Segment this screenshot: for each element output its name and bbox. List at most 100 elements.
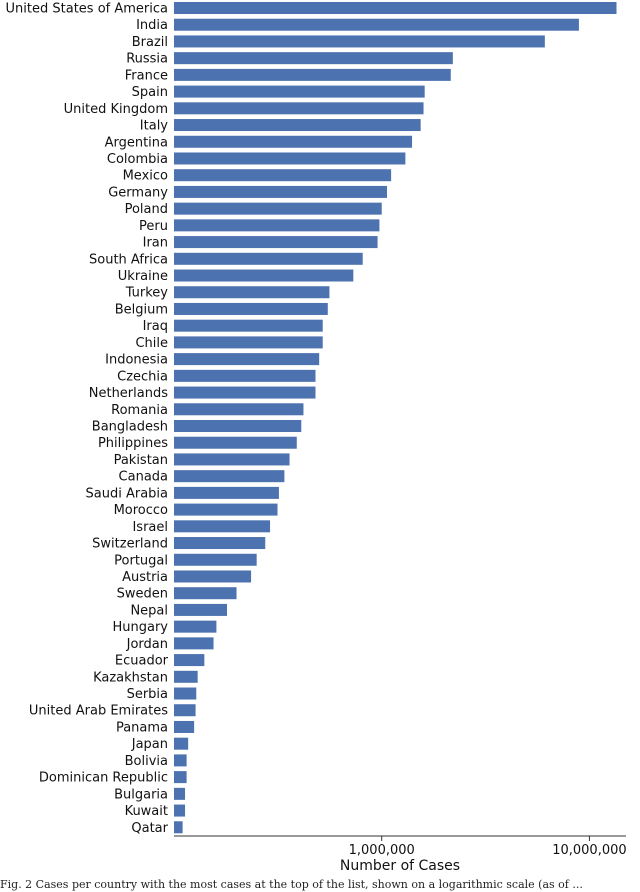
- bar-serbia: [174, 687, 197, 700]
- category-label: Bulgaria: [114, 787, 168, 802]
- x-ticks: 1,000,000 10,000,000: [349, 836, 627, 858]
- bar-brazil: [174, 35, 545, 48]
- bar-peru: [174, 219, 380, 232]
- bar-saudi-arabia: [174, 486, 279, 499]
- category-label: Japan: [131, 737, 168, 752]
- bar-ukraine: [174, 269, 354, 282]
- bar-kazakhstan: [174, 670, 198, 683]
- bar-iraq: [174, 319, 323, 332]
- category-label: Brazil: [132, 35, 168, 50]
- bar-turkey: [174, 286, 330, 299]
- bar-sweden: [174, 587, 237, 600]
- category-label: Kazakhstan: [93, 670, 168, 685]
- bar-israel: [174, 520, 271, 533]
- category-label: Qatar: [131, 821, 168, 836]
- bar-czechia: [174, 369, 316, 382]
- bar-morocco: [174, 503, 278, 516]
- category-label: Iraq: [143, 319, 168, 334]
- bar-japan: [174, 737, 189, 750]
- category-label: Ukraine: [118, 269, 168, 284]
- category-label: Panama: [116, 720, 168, 735]
- category-label: India: [136, 18, 168, 33]
- category-label: Italy: [140, 119, 169, 134]
- category-label: United Arab Emirates: [29, 704, 168, 719]
- bar-kuwait: [174, 804, 186, 817]
- bar-bulgaria: [174, 787, 186, 800]
- category-label: Germany: [108, 185, 168, 200]
- figure-caption: Fig. 2 Cases per country with the most c…: [0, 878, 583, 891]
- bar-canada: [174, 470, 285, 483]
- bar-france: [174, 68, 451, 81]
- category-label: Pakistan: [114, 453, 168, 468]
- category-label: Nepal: [130, 603, 168, 618]
- bar-nepal: [174, 603, 228, 616]
- category-label: Spain: [132, 85, 168, 100]
- category-label: Bangladesh: [92, 420, 168, 435]
- category-label: Chile: [135, 336, 168, 351]
- category-label: Russia: [126, 52, 168, 67]
- category-label: Switzerland: [92, 537, 168, 552]
- bar-india: [174, 18, 579, 31]
- category-label: Mexico: [123, 169, 168, 184]
- bar-poland: [174, 202, 382, 215]
- bar-belgium: [174, 302, 328, 315]
- bar-chile: [174, 336, 323, 349]
- bar-italy: [174, 119, 421, 132]
- bar-philippines: [174, 436, 297, 449]
- x-tick-label: 1,000,000: [349, 843, 415, 858]
- bar-bolivia: [174, 754, 187, 767]
- category-label: Indonesia: [105, 353, 168, 368]
- bar-qatar: [174, 821, 183, 834]
- category-label: United States of America: [6, 2, 168, 17]
- category-label: Portugal: [114, 553, 168, 568]
- bar-netherlands: [174, 386, 316, 399]
- bar-russia: [174, 52, 453, 65]
- category-label: Colombia: [107, 152, 168, 167]
- bar-united-states-of-america: [174, 2, 617, 14]
- bar-pakistan: [174, 453, 290, 466]
- category-label: Canada: [119, 470, 168, 485]
- bar-ecuador: [174, 654, 205, 667]
- bar-united-arab-emirates: [174, 704, 196, 717]
- category-label: Kuwait: [125, 804, 168, 819]
- bars-group: [174, 2, 617, 834]
- category-label: United Kingdom: [64, 102, 168, 117]
- bar-romania: [174, 403, 304, 416]
- x-tick-label: 10,000,000: [552, 843, 626, 858]
- bar-germany: [174, 185, 387, 198]
- category-label: Belgium: [115, 302, 168, 317]
- category-label: Turkey: [125, 286, 169, 301]
- category-label: South Africa: [89, 252, 168, 267]
- bar-colombia: [174, 152, 406, 165]
- category-label: Philippines: [98, 436, 168, 451]
- x-axis-title: Number of Cases: [340, 858, 460, 874]
- category-label: Argentina: [105, 135, 168, 150]
- bar-iran: [174, 236, 378, 249]
- category-label: Romania: [111, 403, 168, 418]
- category-label: France: [125, 68, 168, 83]
- bar-spain: [174, 85, 425, 98]
- bar-mexico: [174, 169, 392, 182]
- category-label: Peru: [139, 219, 168, 234]
- bar-argentina: [174, 135, 413, 148]
- category-label: Austria: [122, 570, 168, 585]
- category-label: Israel: [132, 520, 168, 535]
- bar-south-africa: [174, 252, 363, 265]
- category-label: Netherlands: [89, 386, 168, 401]
- category-label: Saudi Arabia: [86, 486, 169, 501]
- bar-bangladesh: [174, 420, 302, 432]
- category-label: Bolivia: [125, 754, 168, 769]
- bar-indonesia: [174, 353, 320, 366]
- category-label: Czechia: [117, 369, 168, 384]
- category-label: Iran: [143, 236, 168, 251]
- category-label: Jordan: [126, 637, 168, 652]
- category-label: Dominican Republic: [39, 771, 168, 786]
- category-label: Hungary: [112, 620, 168, 635]
- category-label: Serbia: [127, 687, 168, 702]
- bar-switzerland: [174, 537, 266, 550]
- bar-panama: [174, 720, 195, 733]
- bar-united-kingdom: [174, 102, 424, 115]
- category-label: Poland: [125, 202, 168, 217]
